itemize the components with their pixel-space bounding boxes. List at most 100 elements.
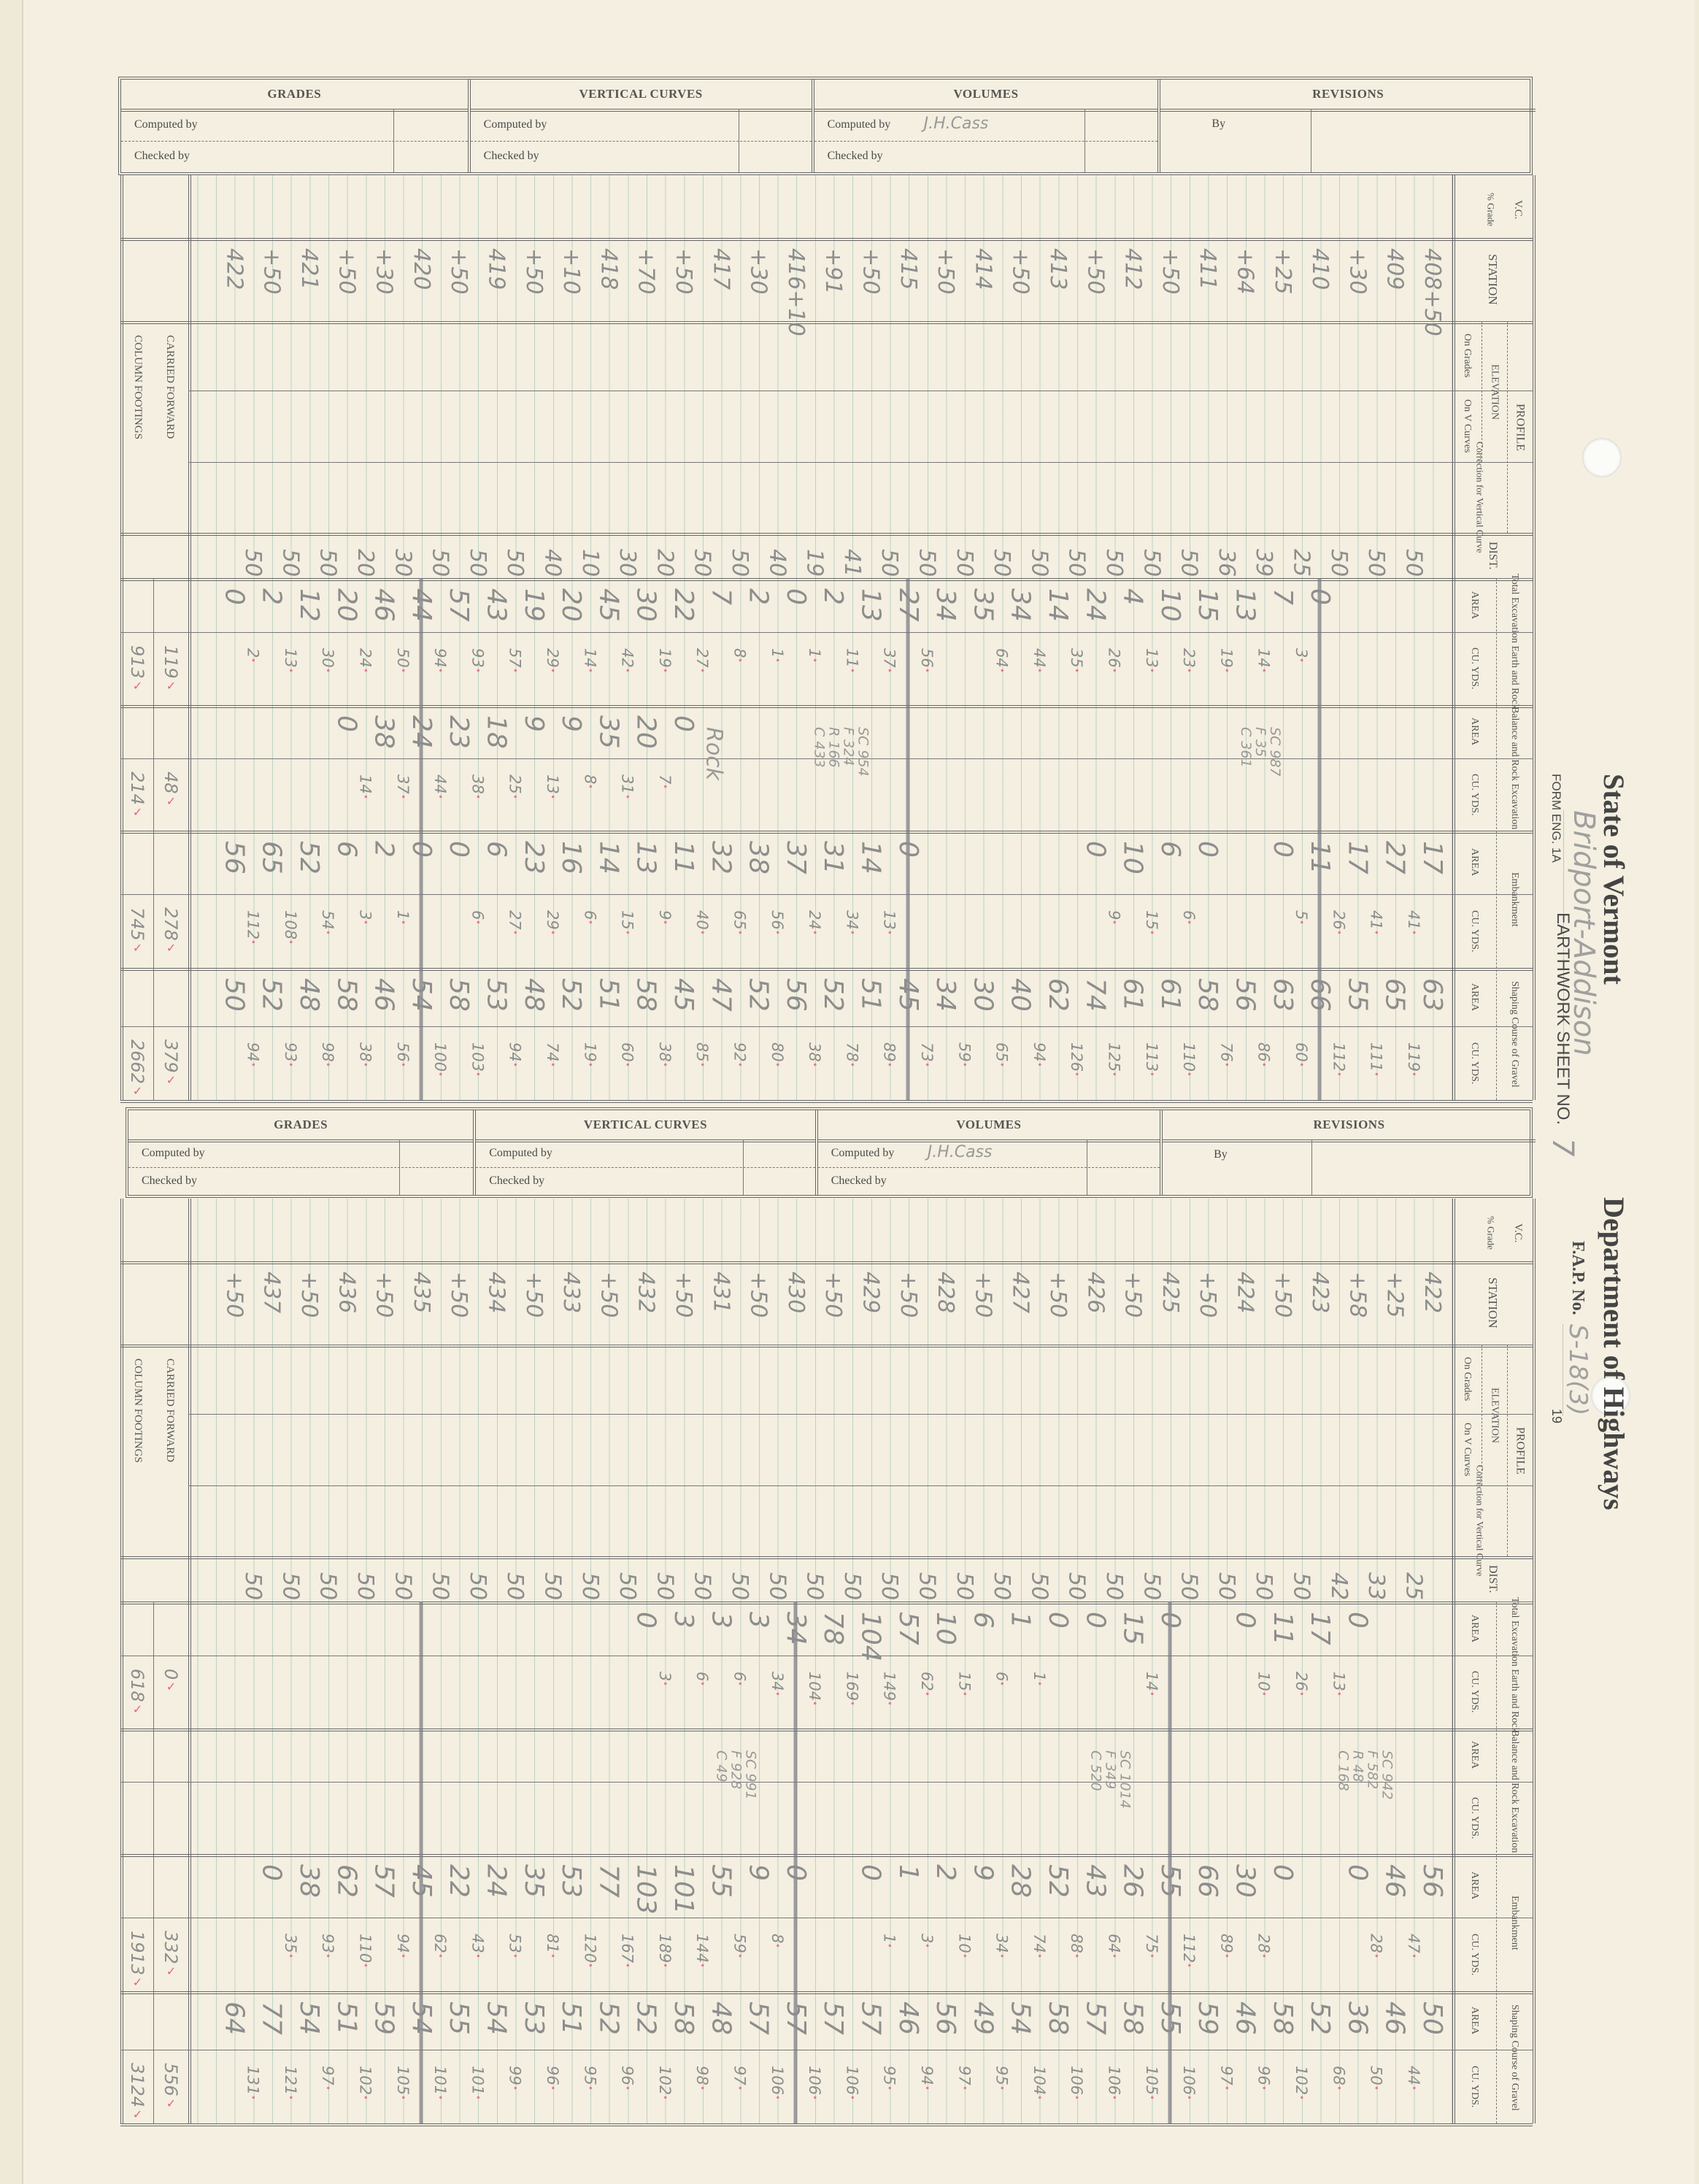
header-shaping: Shaping Course of Gravel xyxy=(1509,2004,1520,2111)
shaping-cu-yds-value: 98 xyxy=(693,2066,711,2091)
dist-value: 50 xyxy=(539,1572,566,1601)
embankment-area-value: 10 xyxy=(1117,841,1148,874)
embankment-area-value: 6 xyxy=(481,841,512,858)
station-value: 427 xyxy=(1007,1272,1033,1314)
table-border xyxy=(1533,175,1536,1100)
table-border xyxy=(120,1100,1533,1103)
shaping-cu-yds-value: 95 xyxy=(993,2066,1011,2091)
shaping-cu-yds-value: 97 xyxy=(731,2066,748,2091)
total-excavation-area-value: 43 xyxy=(481,588,512,622)
shaping-area-value: 56 xyxy=(931,2002,961,2035)
embankment-cu-yds-value: 53 xyxy=(506,1934,524,1958)
dist-value: 10 xyxy=(577,549,603,577)
header-embankment: Embankment xyxy=(1509,872,1520,927)
total-excavation-cu-yds-value: 13 xyxy=(1330,1672,1347,1696)
embankment-area-value: 26 xyxy=(1117,1864,1148,1898)
total-excavation-area-value: 0 xyxy=(1305,588,1336,605)
dist-value: 50 xyxy=(951,1572,977,1601)
shaping-area-value: 61 xyxy=(1117,978,1148,1012)
embankment-area-value: 52 xyxy=(1043,1864,1073,1898)
station-value: 419 xyxy=(483,248,509,291)
divider xyxy=(128,1167,474,1168)
dist-value: 50 xyxy=(502,1572,528,1601)
embankment-cu-yds-value: 112 xyxy=(244,910,262,945)
embankment-cu-yds-value: 81 xyxy=(544,1934,561,1958)
embankment-area-value: 17 xyxy=(1417,841,1447,874)
divider xyxy=(121,140,468,142)
shaping-cu-yds-value: 74 xyxy=(544,1042,561,1067)
column-rule xyxy=(188,758,1533,759)
dist-value: 30 xyxy=(615,549,641,577)
shaping-cu-yds-value: 131 xyxy=(244,2066,262,2100)
total-excavation-cu-yds-value: 27 xyxy=(693,648,711,673)
annotation-line: F 928 xyxy=(728,1750,744,1790)
shaping-area-value: 58 xyxy=(631,978,661,1012)
annotation-line: R 166 xyxy=(825,727,842,768)
total-excavation-cu-yds-value: 26 xyxy=(1105,648,1122,673)
station-value: +50 xyxy=(446,1272,472,1318)
shaping-area-value: 77 xyxy=(256,2002,287,2035)
header-on-v-curves: On V Curves xyxy=(1462,399,1473,453)
balance-rock-area-value: 35 xyxy=(593,715,624,749)
header-elevation: ELEVATION xyxy=(1489,364,1500,420)
shaping-cu-yds-value: 119 xyxy=(1405,1042,1422,1077)
table-border xyxy=(120,175,123,1100)
total-excavation-area-value: 12 xyxy=(294,588,324,622)
shaping-area-value: 59 xyxy=(1193,2002,1223,2035)
total-excavation-cu-yds-value: 169 xyxy=(843,1672,860,1706)
embankment-area-value: 52 xyxy=(294,841,324,874)
total-excavation-area-value: 45 xyxy=(593,588,624,622)
embankment-area-value: 53 xyxy=(556,1864,587,1898)
box-title: VERTICAL CURVES xyxy=(470,80,812,112)
dist-value: 50 xyxy=(1325,549,1352,577)
total-excavation-cu-yds-value: 14 xyxy=(1255,648,1273,673)
header-rule xyxy=(1496,1602,1497,2123)
total-excavation-area-value: 15 xyxy=(1117,1612,1148,1645)
box-divider xyxy=(393,109,395,172)
station-value: +25 xyxy=(1382,1272,1408,1318)
pencil-break-line xyxy=(1317,578,1322,1100)
header-total-excavation: Total Excavation Earth and Rock xyxy=(1509,1597,1520,1733)
header-on-v-curves: On V Curves xyxy=(1462,1423,1473,1477)
dist-value: 50 xyxy=(726,1572,752,1601)
column-rule xyxy=(120,831,1533,834)
embankment-area-value: 101 xyxy=(669,1864,698,1915)
embankment-area-value: 2 xyxy=(369,841,399,858)
total-excavation-cu-yds-value: 1 xyxy=(1030,1672,1048,1686)
shaping-cu-yds-value: 76 xyxy=(1217,1042,1235,1067)
carried-forward-label: CARRIED FORWARD xyxy=(164,1358,176,1463)
computed-by-label: Computed by xyxy=(827,118,891,131)
shaping-cu-yds-value: 94 xyxy=(918,2066,936,2091)
box-divider xyxy=(399,1139,401,1195)
embankment-cu-yds-value: 112 xyxy=(1180,1934,1198,1968)
station-value: +30 xyxy=(1344,248,1371,295)
dist-value: 50 xyxy=(615,1572,641,1601)
shaping-cu-yds-value: 106 xyxy=(806,2066,823,2100)
embankment-cu-yds-value: 54 xyxy=(319,910,336,935)
embankment-cu-yds-value: 3 xyxy=(918,1934,936,1948)
header-station: STATION xyxy=(1486,254,1500,305)
footer-rule xyxy=(120,894,188,895)
embankment-cu-yds-value: 47 xyxy=(1405,1934,1422,1958)
shaping-area-value: 57 xyxy=(818,2002,849,2035)
column-footing-total-excavation: 618 xyxy=(127,1669,147,1716)
balance-annotation: SC 942 F 582 R 48 C 168 xyxy=(1336,1750,1395,1800)
embankment-area-value: 27 xyxy=(1379,841,1410,874)
total-excavation-cu-yds-value: 14 xyxy=(581,648,598,673)
header-balance-rock: Balance and Rock Excavation xyxy=(1509,706,1520,830)
dist-value: 41 xyxy=(839,549,865,577)
dist-value: 42 xyxy=(1325,1572,1352,1601)
station-value: 421 xyxy=(296,248,322,291)
station-value: 410 xyxy=(1307,248,1333,291)
shaping-area-value: 50 xyxy=(219,978,250,1012)
total-excavation-area-value: 46 xyxy=(369,588,399,622)
total-excavation-cu-yds-value: 13 xyxy=(282,648,299,673)
total-excavation-area-value: 2 xyxy=(818,588,849,605)
station-value: +50 xyxy=(895,1272,921,1318)
station-value: +50 xyxy=(1120,1272,1146,1318)
total-excavation-area-value: 34 xyxy=(931,588,961,622)
dist-value: 50 xyxy=(1288,1572,1314,1601)
column-footings-label: COLUMN FOOTINGS xyxy=(132,334,144,439)
station-value: +50 xyxy=(933,248,959,295)
state-title: State of Vermont xyxy=(1598,774,1630,985)
